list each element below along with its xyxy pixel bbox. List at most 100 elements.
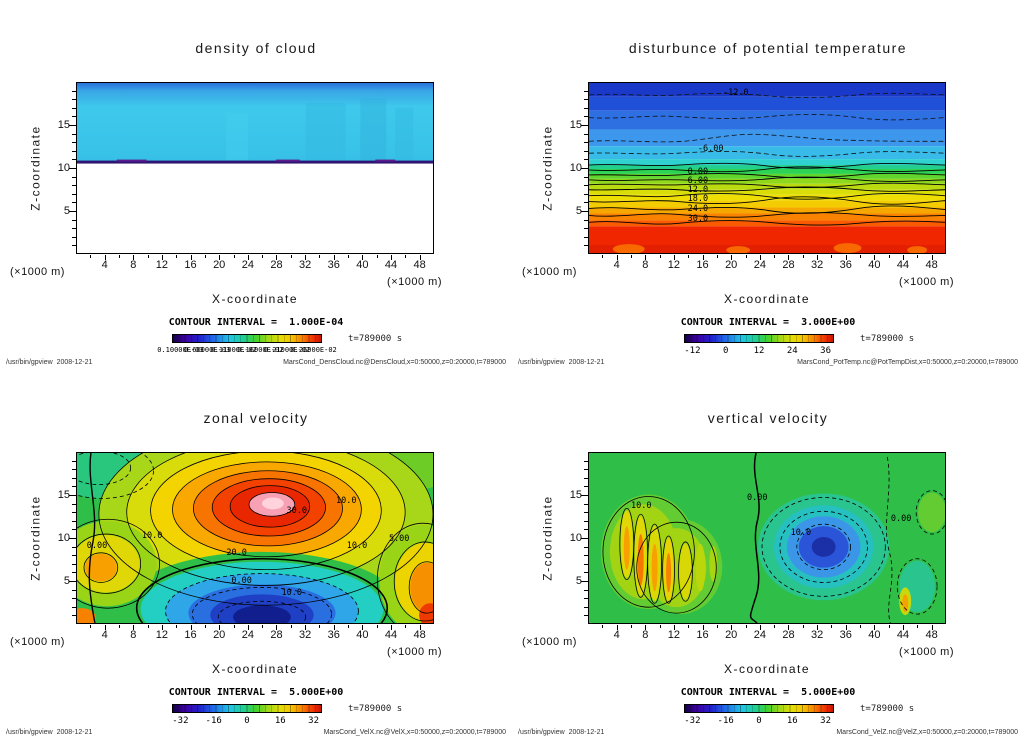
x-tick-label: 20 bbox=[725, 259, 738, 271]
y-tick-mark bbox=[581, 211, 588, 212]
y-minor-tick bbox=[72, 142, 76, 144]
x-tick-mark bbox=[104, 255, 106, 260]
x-minor-tick bbox=[90, 625, 92, 628]
dataset-text: MarsCond_VelZ.nc@VelZ,x=0:50000,z=0:2000… bbox=[836, 729, 1018, 736]
x-tick-mark bbox=[759, 625, 761, 630]
panel-potential-temperature: disturbunce of potential temperature Z-c… bbox=[512, 0, 1024, 370]
x-axis-label: X-coordinate bbox=[723, 662, 811, 676]
x-tick-mark bbox=[731, 255, 733, 260]
x-tick-mark bbox=[616, 255, 618, 260]
x-tick-label: 24 bbox=[753, 629, 766, 641]
colorbar-tick-label: -32 bbox=[684, 716, 701, 726]
y-axis-unit: (×1000 m) bbox=[522, 266, 577, 278]
x-tick-label: 4 bbox=[101, 259, 108, 271]
x-tick-label: 40 bbox=[868, 629, 881, 641]
x-tick-label: 8 bbox=[130, 259, 137, 271]
y-minor-tick bbox=[584, 116, 588, 118]
x-tick-label: 16 bbox=[184, 629, 197, 641]
x-tick-label: 8 bbox=[642, 629, 649, 641]
credit-text: /usr/bin/gpview 2008-12-21 bbox=[6, 729, 93, 736]
y-minor-tick bbox=[584, 477, 588, 479]
panel-title: vertical velocity bbox=[707, 410, 829, 426]
x-tick-mark bbox=[759, 255, 761, 260]
x-minor-tick bbox=[118, 625, 120, 628]
x-minor-tick bbox=[831, 255, 833, 258]
y-minor-tick bbox=[584, 546, 588, 548]
y-tick-mark bbox=[69, 168, 76, 169]
contour-lines bbox=[602, 496, 717, 614]
colorbar-tick-label: 32 bbox=[820, 716, 832, 726]
colorbar-tick-label: 0 bbox=[756, 716, 762, 726]
x-minor-tick bbox=[917, 625, 919, 628]
y-minor-tick bbox=[584, 142, 588, 144]
x-minor-tick bbox=[118, 255, 120, 258]
x-tick-mark bbox=[931, 625, 933, 630]
panel-zonal-velocity: zonal velocity Z-coordinate bbox=[0, 370, 512, 740]
y-tick-mark bbox=[581, 581, 588, 582]
x-minor-tick bbox=[602, 255, 604, 258]
x-tick-label: 32 bbox=[810, 259, 824, 271]
colorbar-tick-label: 0.10000E-03 bbox=[157, 346, 204, 354]
y-minor-tick bbox=[72, 460, 76, 462]
x-tick-label: 4 bbox=[613, 629, 620, 641]
y-minor-tick bbox=[584, 555, 588, 557]
x-minor-tick bbox=[348, 625, 350, 628]
y-minor-tick bbox=[584, 107, 588, 109]
x-tick-label: 44 bbox=[896, 629, 910, 641]
x-tick-label: 4 bbox=[613, 259, 620, 271]
x-minor-tick bbox=[90, 255, 92, 258]
y-minor-tick bbox=[584, 486, 588, 488]
x-tick-label: 8 bbox=[130, 629, 137, 641]
y-tick-mark bbox=[581, 538, 588, 539]
x-tick-mark bbox=[702, 625, 704, 630]
y-minor-tick bbox=[584, 176, 588, 178]
x-tick-label: 44 bbox=[384, 629, 398, 641]
x-minor-tick bbox=[376, 625, 378, 628]
x-tick-mark bbox=[133, 625, 135, 630]
colorbar-tick-label: 0.60000E-03 bbox=[183, 346, 231, 354]
x-minor-tick bbox=[630, 625, 632, 628]
y-minor-tick bbox=[72, 202, 76, 204]
y-tick-mark bbox=[69, 211, 76, 212]
y-minor-tick bbox=[72, 219, 76, 221]
negative-contour-lines bbox=[77, 453, 359, 623]
x-tick-mark bbox=[247, 625, 249, 630]
plot-area: 10.0 0.00 10.0 0.00 bbox=[588, 452, 946, 624]
x-tick-label: 36 bbox=[839, 629, 852, 641]
x-tick-mark bbox=[874, 255, 876, 260]
y-axis-label: Z-coordinate bbox=[28, 82, 44, 254]
x-tick-mark bbox=[931, 255, 933, 260]
x-tick-label: 16 bbox=[696, 629, 709, 641]
y-tick-label: 15 bbox=[569, 489, 582, 501]
x-tick-mark bbox=[276, 255, 278, 260]
x-minor-tick bbox=[802, 625, 804, 628]
credit-text: /usr/bin/gpview 2008-12-21 bbox=[518, 359, 605, 366]
panel-vertical-velocity: vertical velocity Z-coordinate bbox=[512, 370, 1024, 740]
x-tick-label: 36 bbox=[327, 629, 340, 641]
x-minor-tick bbox=[147, 255, 149, 258]
y-minor-tick bbox=[72, 503, 76, 505]
y-minor-tick bbox=[584, 606, 588, 608]
x-axis-label: X-coordinate bbox=[723, 292, 811, 306]
colorbar-tick-label: 12 bbox=[753, 346, 765, 356]
y-minor-tick bbox=[72, 512, 76, 514]
x-tick-mark bbox=[362, 255, 364, 260]
x-minor-tick bbox=[688, 255, 690, 258]
y-axis-unit: (×1000 m) bbox=[10, 636, 65, 648]
y-axis-label-text: Z-coordinate bbox=[541, 125, 555, 211]
x-tick-mark bbox=[219, 625, 221, 630]
x-tick-mark bbox=[874, 625, 876, 630]
y-minor-tick bbox=[72, 520, 76, 522]
x-minor-tick bbox=[602, 625, 604, 628]
contour-interval-text: CONTOUR INTERVAL = 5.000E+00 bbox=[168, 687, 344, 698]
x-minor-tick bbox=[176, 255, 178, 258]
panel-title: density of cloud bbox=[195, 40, 317, 56]
y-minor-tick bbox=[584, 563, 588, 565]
x-tick-label: 12 bbox=[667, 629, 681, 641]
x-minor-tick bbox=[716, 625, 718, 628]
colorbar-tick-label: 0.26000E-02 bbox=[290, 346, 337, 354]
colorbar-tick-label: 0 bbox=[244, 716, 250, 726]
y-minor-tick bbox=[584, 133, 588, 135]
colorbar bbox=[172, 704, 322, 713]
x-minor-tick bbox=[745, 255, 747, 258]
